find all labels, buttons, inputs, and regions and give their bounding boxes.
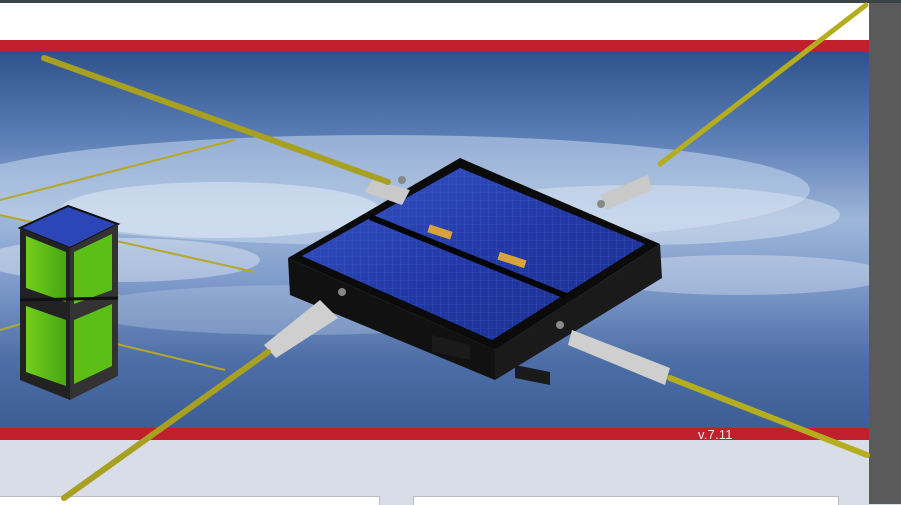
satellite-banner bbox=[0, 40, 869, 440]
content-area bbox=[0, 440, 869, 504]
large-cubesat-graphic bbox=[264, 158, 670, 385]
small-cubesat-graphic bbox=[17, 204, 121, 400]
satellite-banner-image bbox=[0, 40, 869, 440]
header-area bbox=[0, 3, 869, 40]
right-sidebar-panel bbox=[869, 3, 901, 504]
right-content-box bbox=[413, 496, 839, 505]
top-strip bbox=[0, 0, 901, 3]
